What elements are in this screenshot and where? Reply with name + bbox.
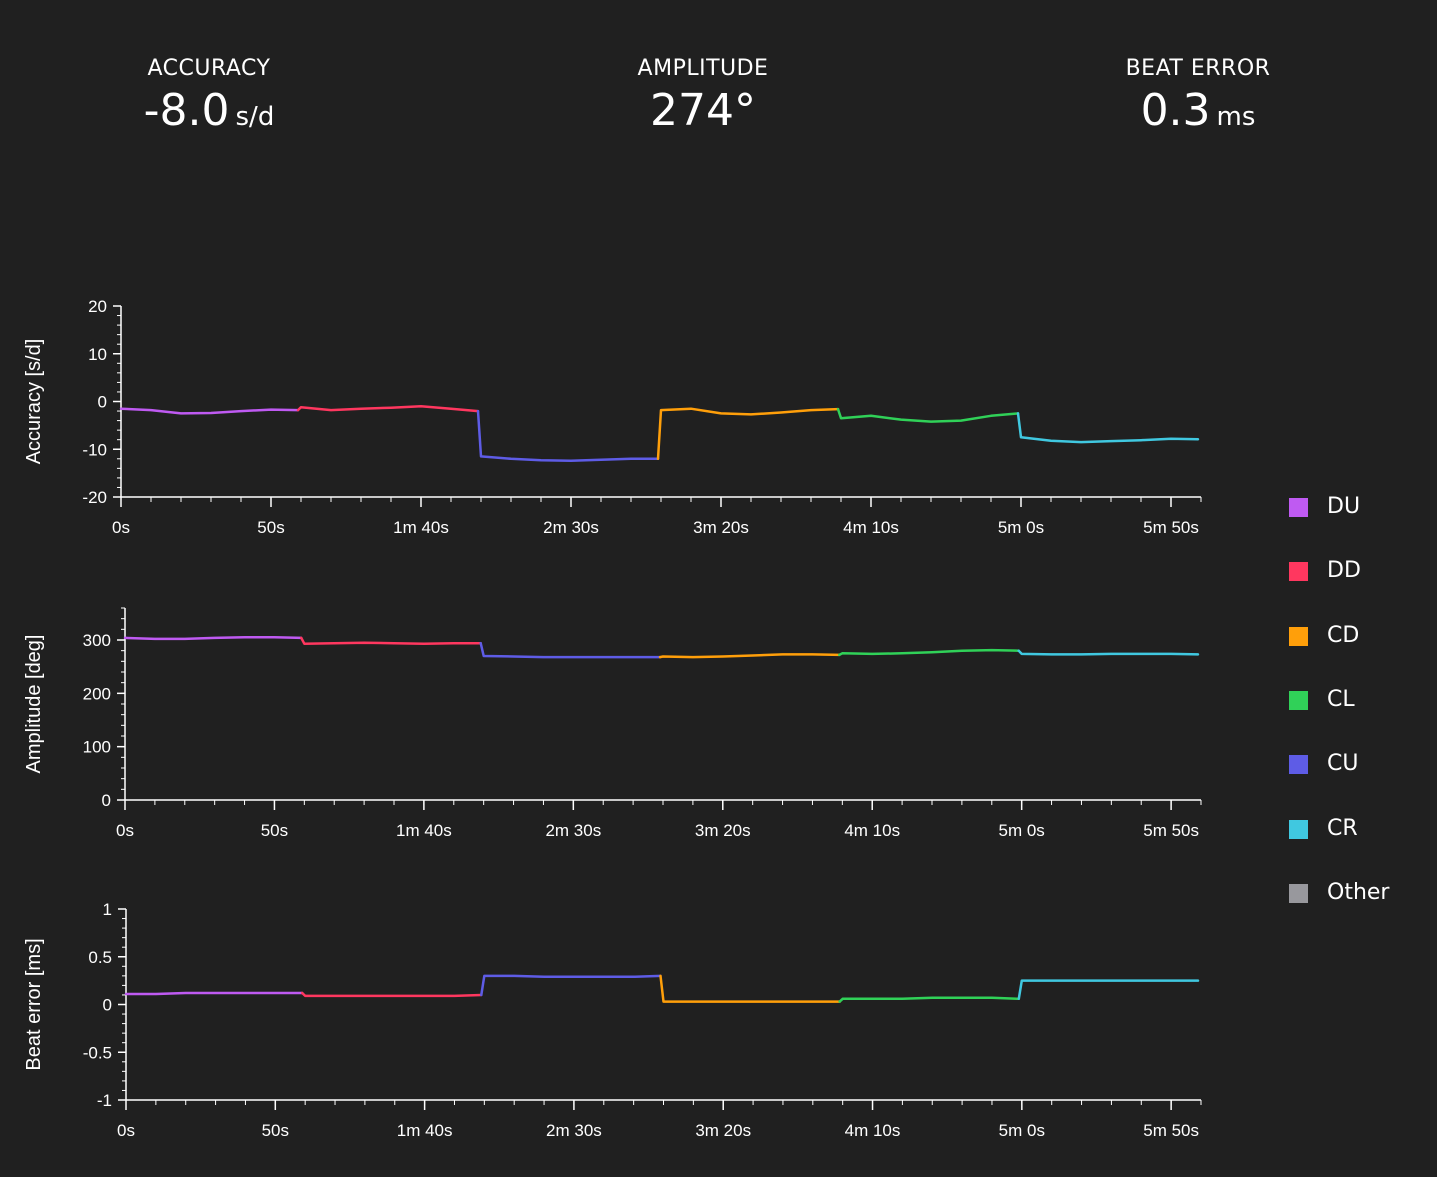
beat-error-chart: -1 -0.5 0 0.5 1 0s 50s 1m 40s 2m 30s 3m 20s 4m 10s… — [23, 900, 1202, 1140]
accuracy-label: ACCURACY — [147, 56, 271, 81]
legend-label: CD — [1327, 622, 1360, 648]
x-tick-label: 3m 20s — [695, 821, 751, 840]
amplitude-chart: 0 100 200 300 0s 50s 1m 40s 2m 30s 3m 20s 4m 10s 5… — [23, 607, 1202, 840]
legend-swatch — [1289, 690, 1308, 710]
x-tick-label: 5m 50s — [1143, 1121, 1199, 1140]
accuracy-value-row: -8.0 s/d — [59, 89, 359, 133]
amplitude-metric: AMPLITUDE 274° — [553, 56, 853, 133]
y-tick-label: 300 — [83, 631, 111, 650]
x-tick-label: 5m 50s — [1143, 518, 1199, 537]
x-tick-label: 4m 10s — [845, 1121, 901, 1140]
x-tick-label: 5m 0s — [999, 821, 1045, 840]
legend-label: CU — [1327, 751, 1359, 777]
series-line-cu — [480, 974, 662, 997]
beat-error-value-row: 0.3 ms — [1048, 89, 1348, 133]
x-tick-label: 50s — [262, 1121, 289, 1140]
y-tick-label: 0.5 — [88, 948, 112, 967]
y-tick-label: 20 — [88, 297, 107, 316]
y-tick-label: 0 — [98, 393, 107, 412]
x-tick-label: 0s — [116, 821, 134, 840]
x-tick-label: 50s — [257, 518, 284, 537]
accuracy-chart: -20 -10 0 10 20 0s 50s 1m 40s 2m 30s 3m 20s 4m 10s… — [23, 297, 1202, 537]
legend-swatch — [1289, 498, 1308, 517]
legend-swatch — [1289, 562, 1308, 582]
accuracy-unit: s/d — [235, 102, 275, 132]
y-axis-title: Beat error [ms] — [23, 938, 45, 1070]
x-tick-label: 3m 20s — [695, 1121, 751, 1140]
legend-swatch — [1289, 626, 1308, 646]
x-tick-label: 2m 30s — [545, 821, 601, 840]
legend-swatch — [1289, 883, 1308, 903]
legend-label: DU — [1327, 494, 1361, 519]
y-tick-label: 0 — [102, 791, 111, 810]
accuracy-value: -8.0 — [143, 85, 230, 136]
x-tick-label: 4m 10s — [844, 821, 900, 840]
series-line-cu — [479, 641, 662, 659]
series-line-cr — [1016, 412, 1200, 444]
series-line-cd — [659, 974, 841, 1003]
y-tick-label: -20 — [82, 488, 107, 507]
x-tick-label: 2m 30s — [546, 1121, 602, 1140]
series-line-dd — [300, 636, 482, 645]
y-tick-label: 1 — [103, 900, 112, 919]
y-tick-label: -0.5 — [83, 1043, 112, 1062]
series-line-cl — [836, 407, 1020, 423]
legend-label: CR — [1327, 815, 1358, 841]
x-tick-label: 0s — [112, 518, 130, 537]
x-tick-label: 2m 30s — [543, 518, 599, 537]
series-line-cl — [838, 648, 1020, 657]
series-line-cd — [658, 653, 841, 659]
series-line-du — [123, 636, 303, 641]
y-tick-label: -1 — [97, 1091, 112, 1110]
x-tick-label: 4m 10s — [843, 518, 899, 537]
x-tick-label: 3m 20s — [693, 518, 749, 537]
amplitude-label: AMPLITUDE — [637, 56, 769, 81]
series-line-cd — [656, 407, 840, 461]
amplitude-value: 274° — [650, 85, 756, 136]
series-line-du — [124, 991, 304, 996]
series-line-dd — [300, 991, 483, 998]
beat-error-unit: ms — [1216, 102, 1256, 132]
x-tick-label: 50s — [261, 821, 288, 840]
amplitude-value-row: 274° — [553, 89, 853, 133]
x-tick-label: 1m 40s — [393, 518, 449, 537]
x-tick-label: 5m 0s — [999, 1121, 1045, 1140]
series-line-du — [119, 407, 300, 415]
y-tick-label: 0 — [103, 996, 112, 1015]
series-line-cu — [476, 409, 660, 462]
beat-error-value: 0.3 — [1140, 85, 1211, 136]
legend-swatch — [1289, 755, 1308, 775]
y-tick-label: 10 — [88, 345, 107, 364]
legend-label: Other — [1327, 879, 1390, 905]
series-line-cl — [838, 996, 1021, 1003]
x-tick-label: 1m 40s — [396, 821, 452, 840]
x-tick-label: 5m 0s — [998, 518, 1044, 537]
y-tick-label: 200 — [83, 684, 111, 703]
x-tick-label: 1m 40s — [397, 1121, 453, 1140]
beat-error-label: BEAT ERROR — [1125, 56, 1271, 81]
y-tick-label: 100 — [83, 738, 111, 757]
legend-label: CL — [1327, 686, 1355, 712]
legend-swatch — [1289, 819, 1308, 839]
beat-error-metric: BEAT ERROR 0.3 ms — [1048, 56, 1348, 133]
y-axis-title: Accuracy [s/d] — [23, 339, 45, 465]
x-tick-label: 0s — [117, 1121, 135, 1140]
series-line-dd — [296, 405, 480, 413]
accuracy-metric: ACCURACY -8.0 s/d — [59, 56, 359, 133]
y-tick-label: -10 — [82, 440, 107, 459]
legend-label: DD — [1327, 558, 1361, 584]
y-axis-title: Amplitude [deg] — [23, 635, 45, 774]
x-tick-label: 5m 50s — [1143, 821, 1199, 840]
series-line-cr — [1017, 649, 1200, 656]
series-line-cr — [1017, 979, 1200, 1001]
